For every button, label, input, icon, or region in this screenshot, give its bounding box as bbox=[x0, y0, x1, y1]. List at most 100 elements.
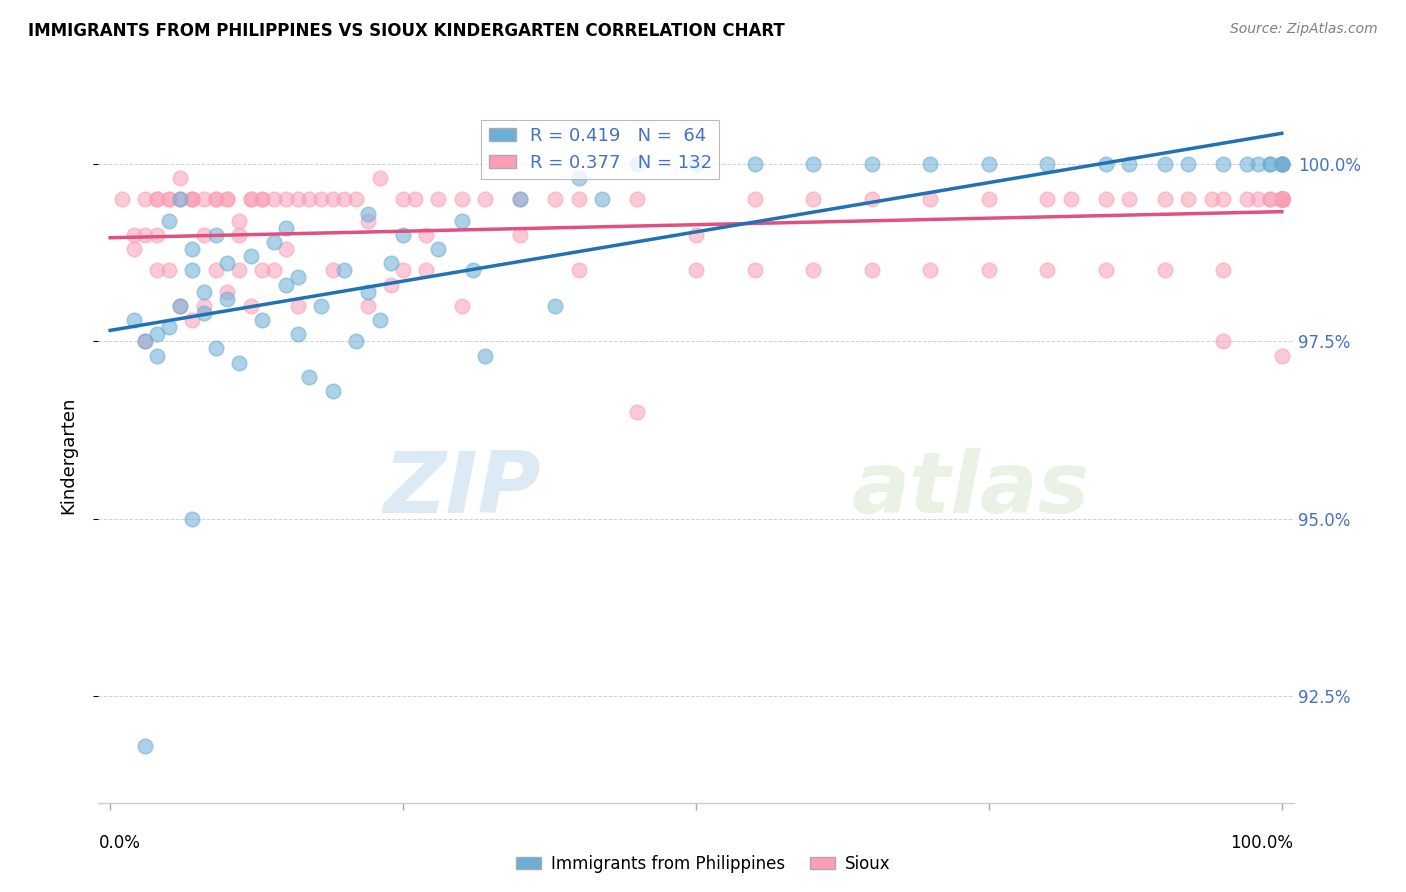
Text: 100.0%: 100.0% bbox=[1230, 834, 1294, 852]
Point bbox=[217, 285, 239, 299]
Point bbox=[509, 192, 531, 206]
Point bbox=[1271, 192, 1294, 206]
Point bbox=[1177, 157, 1199, 171]
Point bbox=[322, 192, 344, 206]
Point bbox=[204, 227, 226, 242]
Point bbox=[181, 263, 204, 277]
Point bbox=[801, 157, 824, 171]
Point bbox=[1271, 192, 1294, 206]
Legend: Immigrants from Philippines, Sioux: Immigrants from Philippines, Sioux bbox=[509, 848, 897, 880]
Point bbox=[1258, 157, 1281, 171]
Point bbox=[357, 206, 380, 220]
Point bbox=[977, 157, 1000, 171]
Point bbox=[157, 320, 180, 334]
Point bbox=[591, 192, 613, 206]
Point bbox=[1271, 192, 1294, 206]
Point bbox=[181, 192, 204, 206]
Point bbox=[1271, 192, 1294, 206]
Point bbox=[1271, 192, 1294, 206]
Point bbox=[568, 171, 591, 186]
Point bbox=[181, 512, 204, 526]
Point bbox=[1271, 192, 1294, 206]
Point bbox=[1247, 157, 1270, 171]
Point bbox=[322, 384, 344, 398]
Point bbox=[134, 227, 156, 242]
Point bbox=[181, 192, 204, 206]
Point bbox=[298, 369, 321, 384]
Point bbox=[801, 263, 824, 277]
Point bbox=[463, 263, 485, 277]
Point bbox=[274, 242, 297, 256]
Point bbox=[1212, 263, 1234, 277]
Point bbox=[1153, 157, 1175, 171]
Point bbox=[217, 256, 239, 270]
Point bbox=[368, 171, 391, 186]
Point bbox=[1271, 192, 1294, 206]
Point bbox=[146, 227, 169, 242]
Point bbox=[860, 192, 883, 206]
Point bbox=[1271, 192, 1294, 206]
Point bbox=[368, 313, 391, 327]
Point bbox=[920, 157, 942, 171]
Point bbox=[1271, 157, 1294, 171]
Text: atlas: atlas bbox=[852, 448, 1090, 532]
Point bbox=[204, 192, 226, 206]
Point bbox=[239, 192, 262, 206]
Point bbox=[1036, 192, 1059, 206]
Point bbox=[193, 227, 215, 242]
Point bbox=[169, 192, 191, 206]
Point bbox=[217, 192, 239, 206]
Point bbox=[1271, 192, 1294, 206]
Point bbox=[920, 263, 942, 277]
Point bbox=[169, 171, 191, 186]
Point bbox=[392, 227, 415, 242]
Point bbox=[1153, 263, 1175, 277]
Point bbox=[1095, 157, 1118, 171]
Point bbox=[1236, 192, 1258, 206]
Point bbox=[1271, 192, 1294, 206]
Point bbox=[111, 192, 134, 206]
Point bbox=[392, 192, 415, 206]
Point bbox=[1271, 157, 1294, 171]
Point bbox=[309, 192, 332, 206]
Point bbox=[169, 192, 191, 206]
Point bbox=[193, 299, 215, 313]
Point bbox=[1258, 157, 1281, 171]
Point bbox=[1258, 192, 1281, 206]
Point bbox=[146, 192, 169, 206]
Point bbox=[1095, 263, 1118, 277]
Point bbox=[309, 299, 332, 313]
Point bbox=[626, 192, 648, 206]
Point bbox=[1060, 192, 1083, 206]
Point bbox=[217, 292, 239, 306]
Point bbox=[1271, 192, 1294, 206]
Point bbox=[134, 192, 156, 206]
Point bbox=[193, 285, 215, 299]
Point bbox=[146, 263, 169, 277]
Point bbox=[685, 227, 707, 242]
Point bbox=[122, 227, 145, 242]
Point bbox=[217, 192, 239, 206]
Point bbox=[1271, 192, 1294, 206]
Point bbox=[1271, 157, 1294, 171]
Point bbox=[509, 227, 531, 242]
Point bbox=[1271, 192, 1294, 206]
Point bbox=[252, 192, 274, 206]
Point bbox=[415, 227, 437, 242]
Point bbox=[626, 405, 648, 419]
Point bbox=[333, 263, 356, 277]
Point bbox=[1247, 192, 1270, 206]
Point bbox=[274, 220, 297, 235]
Point bbox=[450, 299, 472, 313]
Point bbox=[134, 739, 156, 753]
Point bbox=[333, 192, 356, 206]
Text: 0.0%: 0.0% bbox=[98, 834, 141, 852]
Point bbox=[298, 192, 321, 206]
Point bbox=[252, 263, 274, 277]
Point bbox=[1271, 192, 1294, 206]
Point bbox=[685, 157, 707, 171]
Point bbox=[263, 235, 285, 249]
Point bbox=[239, 299, 262, 313]
Point bbox=[544, 192, 567, 206]
Point bbox=[568, 263, 591, 277]
